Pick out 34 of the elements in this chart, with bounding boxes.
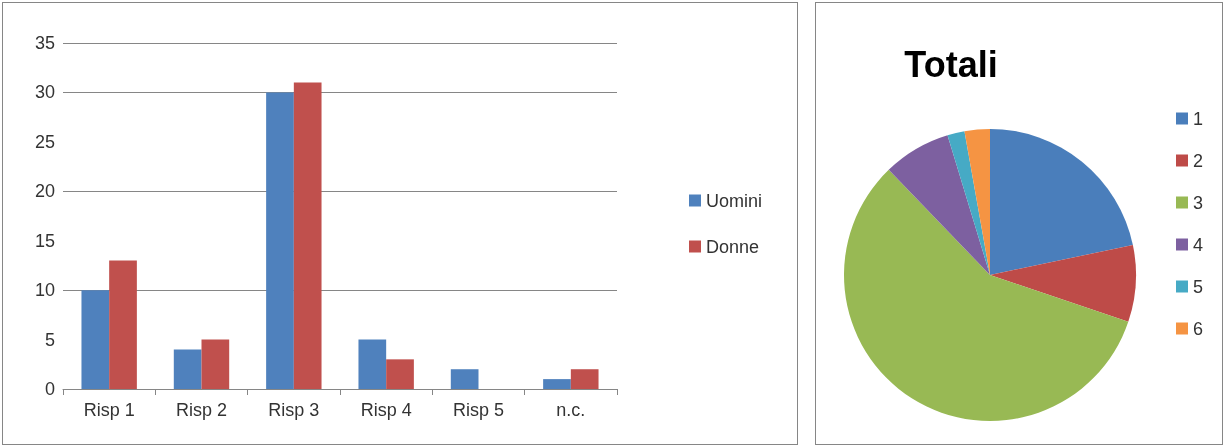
bar	[358, 339, 387, 389]
legend-label: Uomini	[705, 190, 762, 211]
legend-label: 6	[1192, 318, 1203, 339]
y-tick-label: 10	[34, 280, 55, 301]
legend-label: Donne	[705, 236, 760, 257]
bar	[543, 379, 571, 389]
x-tick-label: Risp 1	[83, 400, 135, 420]
bar	[386, 359, 414, 389]
legend-label: 4	[1192, 234, 1203, 255]
x-tick-label: Risp 3	[268, 400, 320, 420]
y-tick-label: 35	[34, 33, 55, 53]
y-tick-label: 25	[34, 131, 55, 152]
legend-label: 1	[1192, 108, 1203, 129]
legend-label: 2	[1192, 150, 1203, 171]
bar	[81, 290, 110, 389]
y-tick-label: 30	[34, 82, 55, 103]
bar	[266, 92, 294, 389]
bar	[293, 82, 322, 389]
x-tick-label: Risp 5	[452, 400, 505, 420]
y-tick-label: 20	[34, 181, 55, 202]
bar	[173, 349, 202, 389]
bar	[109, 260, 137, 389]
y-tick-label: 5	[44, 329, 55, 350]
x-tick-label: Risp 4	[360, 400, 412, 420]
chart-title: Totali	[904, 43, 998, 85]
bar	[201, 339, 230, 389]
y-tick-label: 0	[44, 379, 55, 399]
legend-label: 5	[1192, 276, 1203, 297]
legend-label: 3	[1192, 192, 1203, 213]
bar	[570, 369, 599, 389]
x-tick-label: n.c.	[556, 400, 586, 420]
y-tick-label: 15	[34, 230, 55, 251]
x-tick-label: Risp 2	[175, 400, 228, 420]
bar	[450, 369, 479, 389]
